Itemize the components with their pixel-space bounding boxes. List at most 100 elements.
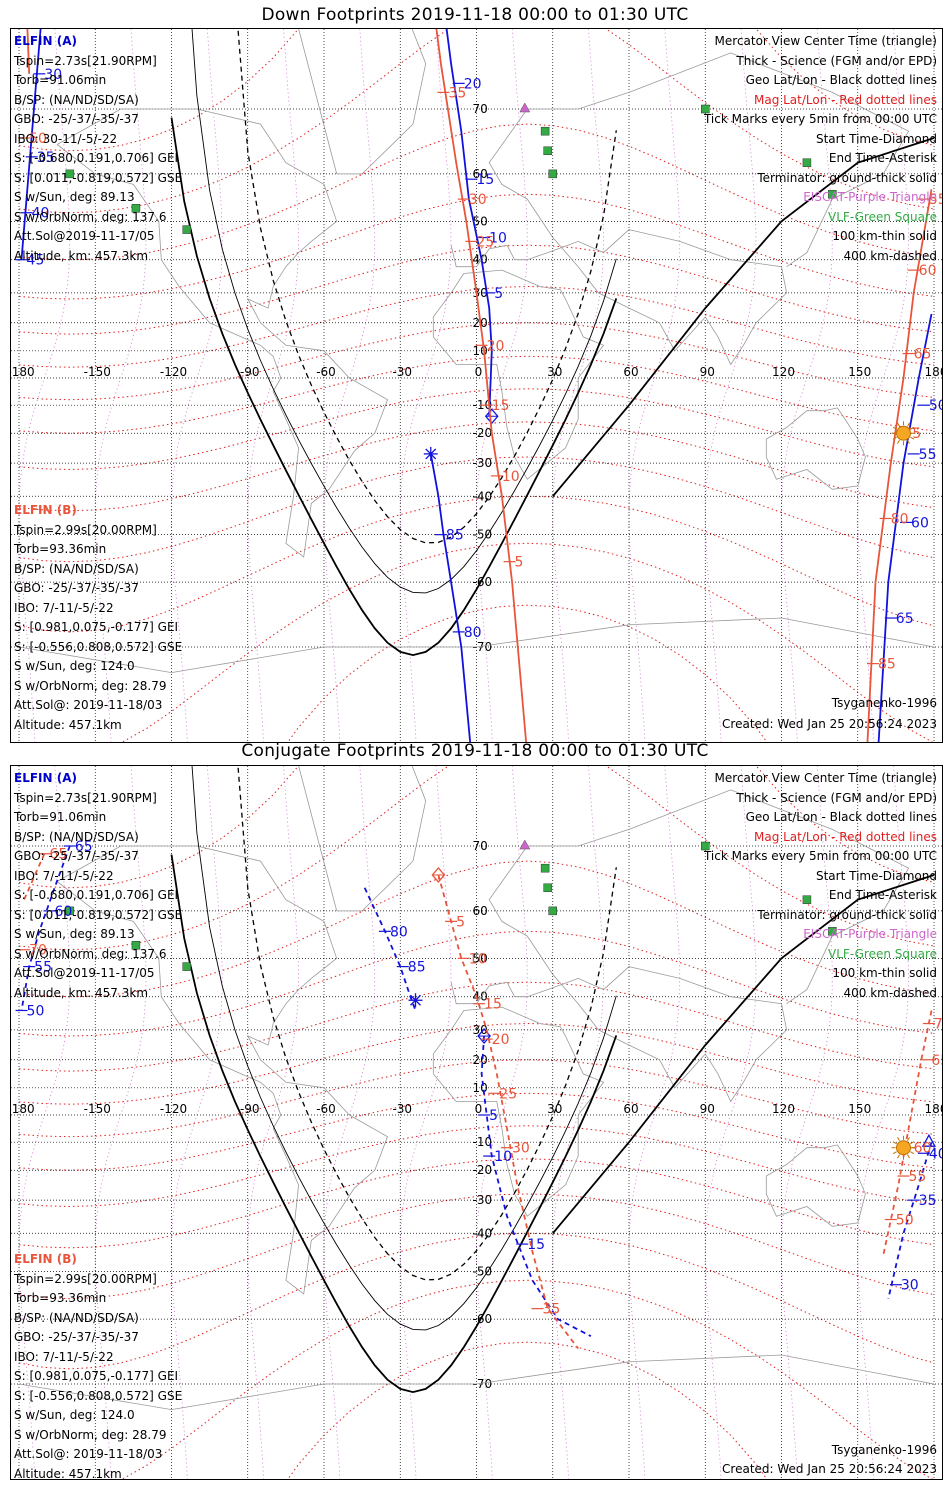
lat-label: -70 <box>473 1377 493 1391</box>
lat-label: 70 <box>473 839 488 853</box>
coastline <box>432 1006 605 1217</box>
info-line: GBO: -25/-37/-35/-37 <box>14 112 139 126</box>
footprint-track <box>26 29 31 74</box>
vlf-station-marker <box>828 190 837 199</box>
legend-item: End Time-Asterisk <box>828 888 937 902</box>
lat-label: 20 <box>473 1053 488 1067</box>
mag-lat-line <box>18 1022 935 1105</box>
track-tick-label: 80 <box>390 924 408 940</box>
track-tick-label: 20 <box>487 338 505 354</box>
track-tick-label: 60 <box>914 1141 932 1157</box>
mag-lon-line <box>323 766 376 1479</box>
info-line: S w/OrbNorm, deg: 28.79 <box>14 1427 167 1442</box>
sat-a-lines: Tspin=2.73s[21.90RPM] Torb=91.06min B/SP: … <box>14 52 182 267</box>
legend-item: Mercator View Center Time (triangle) <box>714 34 937 48</box>
lon-label: -150 <box>84 1102 111 1116</box>
sun-ray <box>907 1154 910 1159</box>
subsolar-point-sun-icon <box>896 1140 911 1156</box>
lon-label: -120 <box>160 1102 187 1116</box>
track-tick-label: 30 <box>901 1278 919 1294</box>
start-diamond-marker <box>431 866 446 883</box>
mag-lat-line <box>18 766 935 889</box>
footprint-track <box>437 874 579 1350</box>
info-line: Att.Sol@: 2019-11-18/03 <box>14 1447 163 1461</box>
track-tick-label: 65 <box>896 611 914 627</box>
vlf-station-marker <box>131 204 141 213</box>
mag-lat-line <box>18 193 935 300</box>
track-tick-label: 80 <box>464 625 482 641</box>
info-line: S: [-0.680,0.191,0.706] GEI <box>14 151 179 165</box>
info-line: Altitude, km: 457.3km <box>14 248 149 263</box>
info-line: Tspin=2.99s[20.00RPM] <box>14 522 157 537</box>
legend-item: Terminator: ground-thick solid <box>757 907 937 922</box>
footprint-track <box>363 887 417 1011</box>
info-line: Altitude: 457.1km <box>14 1466 122 1480</box>
lat-label: -40 <box>473 489 493 503</box>
track-tick-label: 45 <box>27 253 45 269</box>
eiscat-station-marker <box>519 102 531 113</box>
info-line: IBO: 7/-11/-5/-22 <box>14 1349 114 1364</box>
sun-ray <box>897 439 900 444</box>
footprint-400km-line <box>237 766 617 1281</box>
info-line: Att.Sol@2019-11-17/05 <box>14 966 155 980</box>
mag-lat-line <box>18 355 935 434</box>
lat-label: 60 <box>473 167 488 181</box>
lon-label: 180 <box>925 365 942 379</box>
track-tick-label: 50 <box>929 398 942 414</box>
legend-item: EISCAT-Purple Triangle <box>803 190 937 204</box>
track-tick-label: 30 <box>512 1141 530 1157</box>
map-canvas: -180 -150 -120 -90 -60 -30 0 30 60 90 120 150 180 70 6… <box>11 29 942 742</box>
mag-lon-line <box>323 29 376 742</box>
track-tick-label: 30 <box>469 192 487 208</box>
sat-a-name: ELFIN (A) <box>14 34 77 48</box>
lon-label: 120 <box>772 365 795 379</box>
lat-label: 10 <box>473 1081 488 1095</box>
mag-lat-line <box>18 388 935 471</box>
track-tick-label: 80 <box>891 511 909 527</box>
legend-item: Start Time-Diamond <box>815 868 937 883</box>
lon-label: 30 <box>547 365 562 379</box>
lon-label: -120 <box>160 365 187 379</box>
mag-lat-line <box>18 860 935 998</box>
track-tick-label: 85 <box>446 528 464 544</box>
sun-ray <box>910 426 915 430</box>
vlf-station-marker <box>65 169 75 179</box>
sat-b-name: ELFIN (B) <box>14 1252 77 1266</box>
info-line: S: [0.011,-0.819,0.572] GSE <box>14 170 183 185</box>
lat-label: -30 <box>473 1193 493 1207</box>
footprint-track <box>20 845 71 1011</box>
track-tick-label: 40 <box>32 206 50 222</box>
lon-label: -90 <box>240 1102 260 1116</box>
info-line: IBO: 7/-11/-5/-22 <box>14 868 114 883</box>
mag-lon-line <box>857 29 909 742</box>
legend-item: Mercator View Center Time (triangle) <box>714 771 937 785</box>
legend-item: 100 km-thin solid <box>832 229 937 243</box>
legend-item: 400 km-dashed <box>843 248 937 263</box>
track-tick-label: 55 <box>919 447 937 463</box>
info-line: Altitude: 457.1km <box>14 717 122 732</box>
track-tick-label: 35 <box>543 1302 561 1318</box>
track-tick-label: 5 <box>456 914 465 930</box>
track-tick-label: 10 <box>489 231 507 247</box>
lat-label: -60 <box>473 1312 493 1326</box>
legend-item: Terminator: ground-thick solid <box>757 170 937 185</box>
mag-lat-line <box>18 1059 935 1138</box>
track-tick-label: 65 <box>49 847 67 863</box>
vlf-station-marker <box>182 225 191 234</box>
vlf-station-marker <box>548 906 557 916</box>
legend-item: Start Time-Diamond <box>815 131 937 146</box>
track-tick-label: 10 <box>469 951 487 967</box>
info-line: S w/Sun, deg: 124.0 <box>14 1408 135 1422</box>
footprint-track <box>866 189 933 742</box>
track-tick-label: 65 <box>931 1053 942 1069</box>
created-label: Created: Wed Jan 25 20:56:24 2023 <box>722 1462 937 1476</box>
lat-label: 30 <box>473 1023 488 1037</box>
panel-title-conjugate: Conjugate Footprints 2019-11-18 00:00 to… <box>241 741 709 761</box>
info-line: B/SP: (NA/ND/SD/SA) <box>14 561 139 576</box>
lat-label: 50 <box>473 951 488 965</box>
legend-item: Thick - Science (FGM and/or EPD) <box>736 790 937 805</box>
legend-item: End Time-Asterisk <box>828 151 937 165</box>
info-line: S w/Sun, deg: 124.0 <box>14 659 135 673</box>
track-tick-label: 15 <box>476 172 494 188</box>
mag-lon-line <box>857 766 909 1479</box>
